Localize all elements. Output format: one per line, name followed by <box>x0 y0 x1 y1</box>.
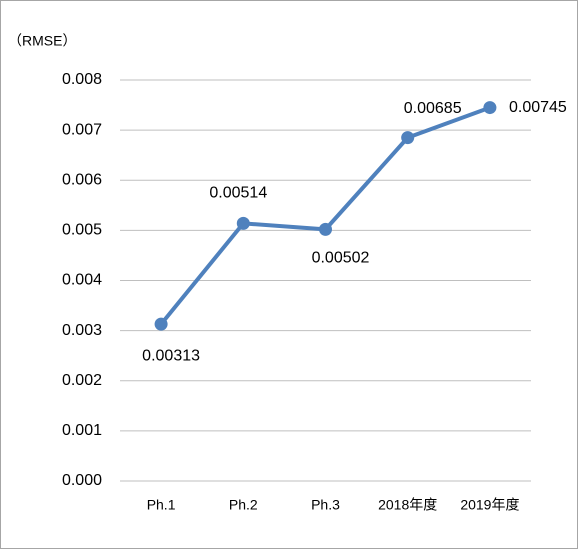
data-point <box>483 101 497 115</box>
x-tick-label: Ph.1 <box>147 497 176 513</box>
data-label: 0.00313 <box>142 347 200 364</box>
data-label: 0.00685 <box>404 100 462 117</box>
y-tick-label: 0.002 <box>62 372 102 389</box>
y-axis-label: （RMSE） <box>8 33 76 49</box>
y-tick-label: 0.007 <box>62 121 102 138</box>
x-tick-label: Ph.2 <box>229 497 258 513</box>
x-tick-label: 2018年度 <box>378 497 437 513</box>
data-point <box>319 222 332 236</box>
y-tick-label: 0.000 <box>62 472 102 489</box>
y-tick-label: 0.008 <box>62 71 102 88</box>
x-tick-label: 2019年度 <box>460 497 519 513</box>
data-label: 0.00745 <box>509 99 567 116</box>
x-tick-label: Ph.3 <box>311 497 340 513</box>
y-tick-label: 0.005 <box>62 222 102 239</box>
data-point <box>236 216 250 230</box>
data-label: 0.00514 <box>209 185 267 202</box>
data-label: 0.00502 <box>312 250 370 267</box>
y-tick-label: 0.003 <box>62 322 102 339</box>
y-tick-label: 0.006 <box>62 171 102 188</box>
y-tick-label: 0.004 <box>62 272 102 289</box>
data-point <box>401 131 415 145</box>
y-tick-label: 0.001 <box>62 422 102 439</box>
data-point <box>154 317 168 331</box>
